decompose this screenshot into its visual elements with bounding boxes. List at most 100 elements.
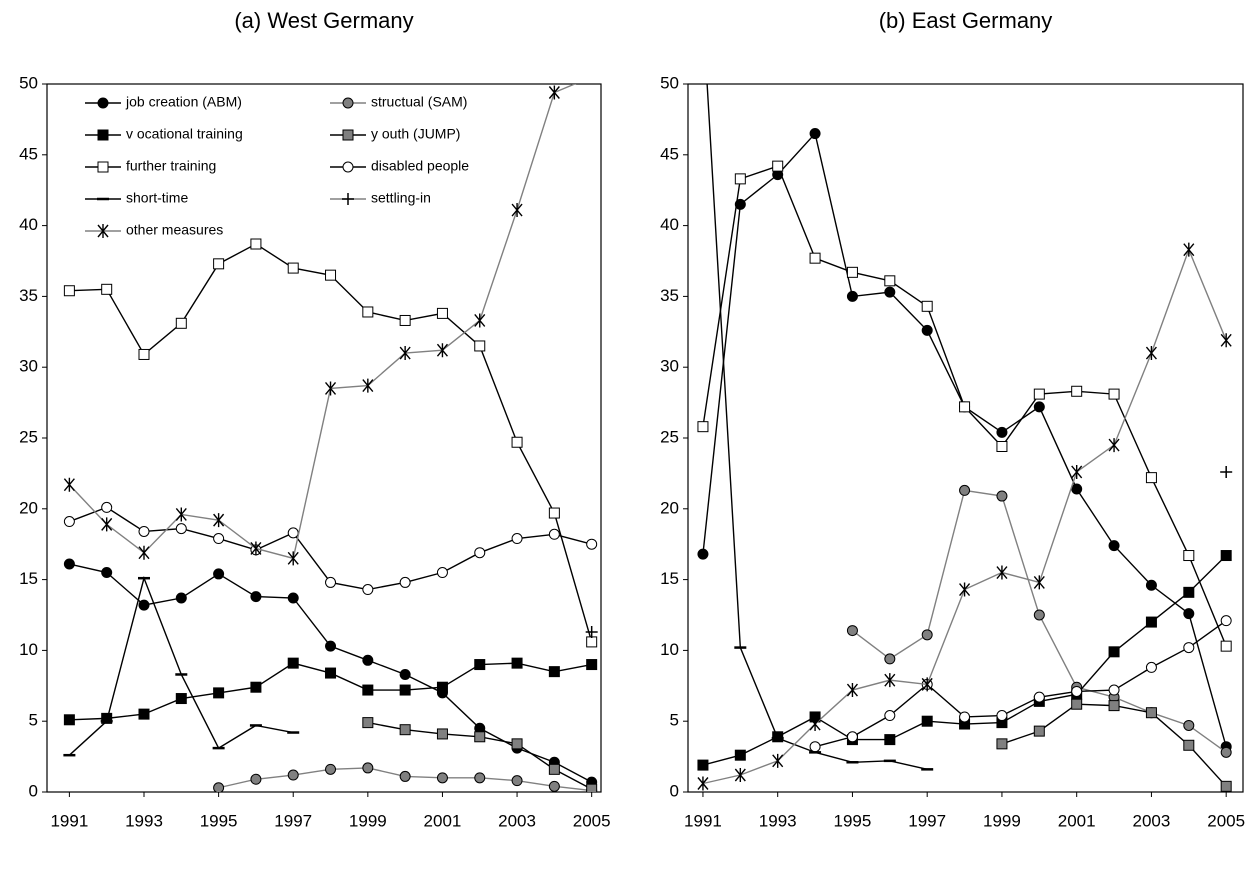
y-tick-label: 25 bbox=[19, 427, 38, 446]
point bbox=[586, 538, 598, 550]
y-tick-label: 0 bbox=[670, 781, 679, 800]
point bbox=[138, 599, 150, 611]
x-tick-label: 1993 bbox=[125, 811, 163, 830]
chart-title: (b) East Germany bbox=[879, 8, 1053, 33]
point bbox=[1220, 550, 1232, 562]
point bbox=[1183, 739, 1195, 751]
point bbox=[511, 436, 523, 448]
legend-label: y outh (JUMP) bbox=[371, 126, 460, 142]
point bbox=[921, 715, 933, 727]
point bbox=[325, 576, 337, 588]
legend-label: disabled people bbox=[371, 158, 469, 174]
point bbox=[436, 307, 448, 319]
point bbox=[101, 517, 113, 532]
point bbox=[101, 501, 113, 513]
point bbox=[586, 659, 598, 671]
point bbox=[697, 759, 709, 771]
y-tick-label: 25 bbox=[660, 427, 679, 446]
point bbox=[287, 527, 299, 539]
x-tick-label: 1999 bbox=[349, 811, 387, 830]
series-line bbox=[702, 247, 1227, 785]
legend-marker bbox=[342, 161, 354, 173]
point bbox=[1145, 707, 1157, 719]
y-tick-label: 45 bbox=[660, 144, 679, 163]
point bbox=[1033, 691, 1045, 703]
point bbox=[362, 654, 374, 666]
point bbox=[921, 677, 933, 692]
plot-area bbox=[63, 84, 598, 792]
y-tick-label: 15 bbox=[19, 569, 38, 588]
point bbox=[101, 567, 113, 579]
x-tick-label: 1991 bbox=[684, 811, 722, 830]
point bbox=[1220, 640, 1232, 652]
legend-label: v ocational training bbox=[126, 126, 243, 142]
point bbox=[399, 770, 411, 782]
point bbox=[213, 782, 225, 792]
point bbox=[399, 724, 411, 736]
x-tick-label: 2005 bbox=[573, 811, 611, 830]
point bbox=[1108, 700, 1120, 712]
series-line bbox=[68, 575, 294, 756]
point bbox=[1220, 746, 1232, 758]
legend-marker bbox=[97, 224, 109, 238]
point bbox=[1108, 540, 1120, 552]
x-tick-label: 1997 bbox=[908, 811, 946, 830]
legend-label: short-time bbox=[126, 190, 188, 206]
point bbox=[921, 300, 933, 312]
point bbox=[287, 657, 299, 669]
point bbox=[1145, 661, 1157, 673]
point bbox=[213, 568, 225, 580]
point bbox=[996, 426, 1008, 438]
series-line bbox=[68, 84, 577, 560]
point bbox=[474, 772, 486, 784]
point bbox=[250, 773, 262, 785]
point bbox=[959, 401, 971, 413]
point bbox=[287, 551, 299, 566]
point bbox=[1183, 608, 1195, 620]
point bbox=[213, 687, 225, 699]
point bbox=[548, 528, 560, 540]
point bbox=[138, 545, 150, 560]
point bbox=[846, 731, 858, 743]
plot-area bbox=[697, 84, 1233, 792]
legend-label: settling-in bbox=[371, 190, 431, 206]
point bbox=[1033, 725, 1045, 737]
x-tick-label: 2003 bbox=[1133, 811, 1171, 830]
legend-marker bbox=[97, 129, 109, 141]
point bbox=[846, 625, 858, 637]
point bbox=[772, 160, 784, 172]
y-tick-label: 5 bbox=[670, 711, 679, 730]
point bbox=[884, 286, 896, 298]
point bbox=[474, 731, 486, 743]
point bbox=[1220, 465, 1233, 478]
x-tick-label: 1997 bbox=[274, 811, 312, 830]
y-tick-label: 50 bbox=[660, 73, 679, 92]
series-line bbox=[702, 132, 1227, 747]
y-tick-label: 35 bbox=[19, 286, 38, 305]
point bbox=[63, 558, 75, 570]
point bbox=[921, 324, 933, 336]
point bbox=[399, 314, 411, 326]
point bbox=[1220, 615, 1232, 627]
point bbox=[1183, 242, 1195, 257]
point bbox=[399, 576, 411, 588]
legend-label: structual (SAM) bbox=[371, 94, 467, 110]
point bbox=[287, 769, 299, 781]
point bbox=[996, 490, 1008, 502]
point bbox=[362, 306, 374, 318]
point bbox=[884, 734, 896, 746]
point bbox=[1145, 579, 1157, 591]
point bbox=[138, 708, 150, 720]
point bbox=[362, 584, 374, 596]
series-line bbox=[814, 620, 1227, 748]
point bbox=[101, 283, 113, 295]
point bbox=[362, 717, 374, 729]
point bbox=[996, 738, 1008, 750]
series-line bbox=[852, 489, 1227, 753]
x-tick-label: 2005 bbox=[1207, 811, 1245, 830]
point bbox=[734, 198, 746, 210]
point bbox=[511, 775, 523, 787]
point bbox=[436, 681, 448, 693]
point bbox=[846, 290, 858, 302]
point bbox=[548, 666, 560, 678]
